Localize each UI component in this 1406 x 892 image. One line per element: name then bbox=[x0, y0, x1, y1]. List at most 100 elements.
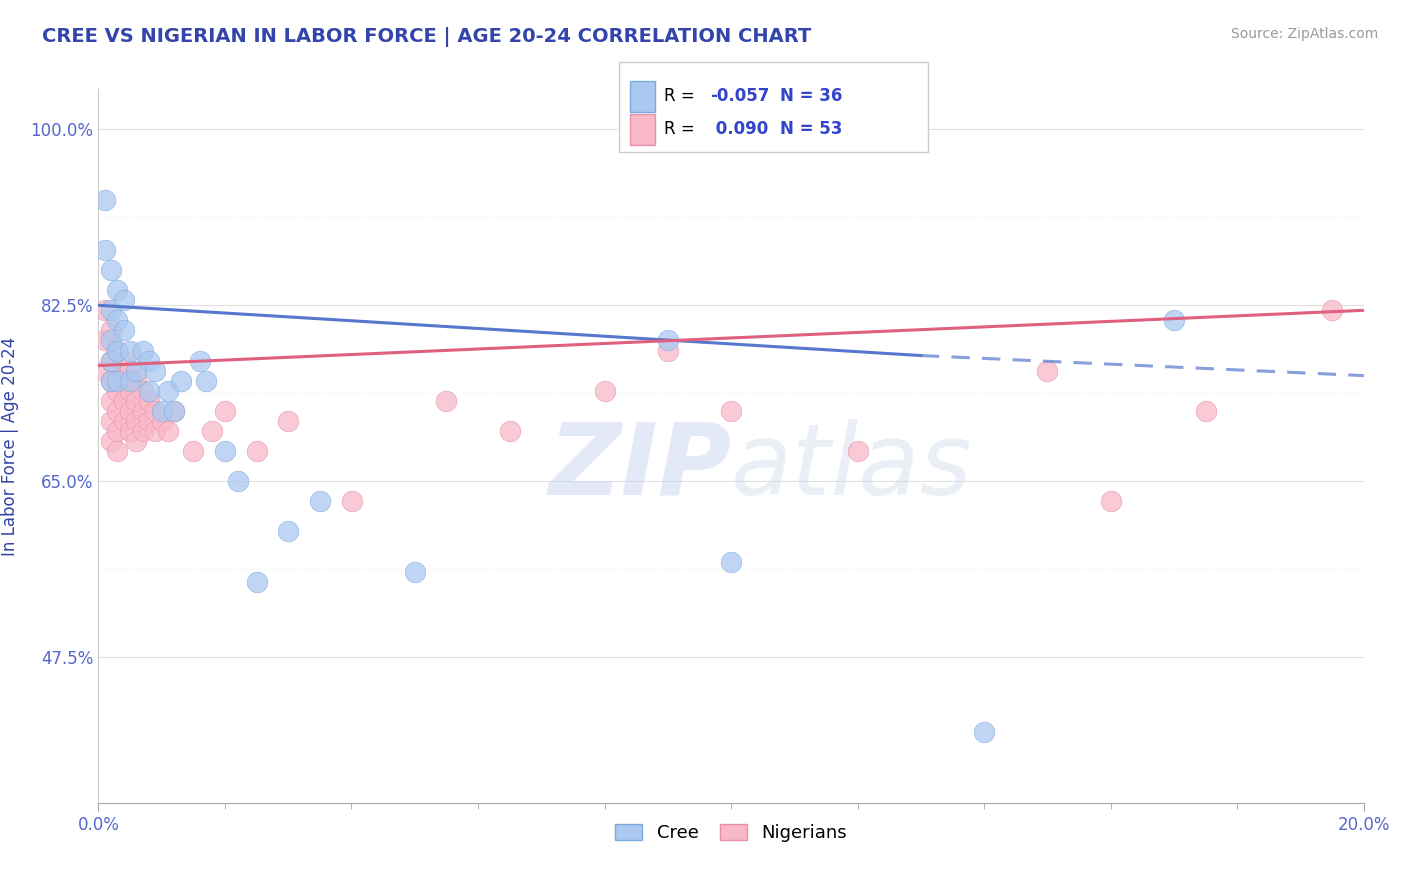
Point bbox=[163, 404, 186, 418]
Point bbox=[93, 363, 117, 377]
Point bbox=[150, 404, 173, 418]
Point bbox=[846, 444, 869, 458]
Point bbox=[214, 444, 236, 458]
Point bbox=[125, 374, 148, 388]
Point bbox=[145, 424, 166, 438]
Point bbox=[340, 494, 363, 508]
Point bbox=[100, 353, 122, 368]
Point bbox=[100, 434, 122, 448]
Point bbox=[100, 393, 122, 408]
Point bbox=[1194, 404, 1216, 418]
Point bbox=[100, 303, 122, 318]
Y-axis label: In Labor Force | Age 20-24: In Labor Force | Age 20-24 bbox=[1, 336, 20, 556]
Point bbox=[188, 353, 211, 368]
Point bbox=[150, 414, 173, 428]
Text: R =: R = bbox=[664, 87, 700, 105]
Point bbox=[93, 334, 117, 348]
Point bbox=[100, 323, 122, 337]
Text: R =: R = bbox=[664, 120, 700, 138]
Point bbox=[1036, 363, 1059, 377]
Text: Source: ZipAtlas.com: Source: ZipAtlas.com bbox=[1230, 27, 1378, 41]
Point bbox=[498, 424, 520, 438]
Point bbox=[107, 374, 129, 388]
Point bbox=[100, 374, 122, 388]
Point bbox=[112, 353, 135, 368]
Point bbox=[107, 283, 129, 297]
Point bbox=[309, 494, 332, 508]
Point bbox=[138, 414, 160, 428]
Point bbox=[100, 263, 122, 277]
Point bbox=[132, 404, 155, 418]
Point bbox=[277, 524, 299, 539]
Point bbox=[214, 404, 236, 418]
Point bbox=[132, 343, 155, 358]
Point bbox=[169, 374, 191, 388]
Point bbox=[107, 343, 129, 358]
Point bbox=[132, 384, 155, 398]
Text: 0.090: 0.090 bbox=[710, 120, 768, 138]
Point bbox=[107, 384, 129, 398]
Point bbox=[657, 334, 679, 348]
Point bbox=[1322, 303, 1344, 318]
Point bbox=[201, 424, 224, 438]
Point bbox=[183, 444, 205, 458]
Point bbox=[112, 293, 135, 308]
Point bbox=[720, 404, 742, 418]
Point bbox=[404, 565, 426, 579]
Point bbox=[194, 374, 218, 388]
Point bbox=[436, 393, 458, 408]
Point bbox=[157, 384, 180, 398]
Point bbox=[125, 434, 148, 448]
Point bbox=[226, 474, 249, 488]
Point bbox=[1099, 494, 1122, 508]
Text: N = 53: N = 53 bbox=[780, 120, 842, 138]
Text: atlas: atlas bbox=[731, 419, 973, 516]
Legend: Cree, Nigerians: Cree, Nigerians bbox=[606, 814, 856, 851]
Point bbox=[246, 444, 269, 458]
Point bbox=[1163, 313, 1185, 327]
Text: -0.057: -0.057 bbox=[710, 87, 769, 105]
Point bbox=[112, 414, 135, 428]
Point bbox=[100, 414, 122, 428]
Point bbox=[112, 393, 135, 408]
Point bbox=[138, 384, 160, 398]
Point bbox=[973, 725, 995, 739]
Text: N = 36: N = 36 bbox=[780, 87, 842, 105]
Point bbox=[132, 424, 155, 438]
Point bbox=[93, 193, 117, 207]
Point bbox=[120, 363, 141, 377]
Point bbox=[93, 243, 117, 257]
Point bbox=[107, 363, 129, 377]
Point bbox=[657, 343, 679, 358]
Point bbox=[120, 343, 141, 358]
Point bbox=[125, 393, 148, 408]
Point bbox=[145, 363, 166, 377]
Point bbox=[720, 555, 742, 569]
Point bbox=[163, 404, 186, 418]
Point bbox=[138, 353, 160, 368]
Point bbox=[277, 414, 299, 428]
Point bbox=[120, 424, 141, 438]
Point bbox=[120, 404, 141, 418]
Point bbox=[100, 374, 122, 388]
Point bbox=[125, 414, 148, 428]
Point bbox=[112, 374, 135, 388]
Point bbox=[246, 574, 269, 589]
Point bbox=[107, 313, 129, 327]
Point bbox=[107, 444, 129, 458]
Point bbox=[120, 384, 141, 398]
Text: CREE VS NIGERIAN IN LABOR FORCE | AGE 20-24 CORRELATION CHART: CREE VS NIGERIAN IN LABOR FORCE | AGE 20… bbox=[42, 27, 811, 46]
Point bbox=[100, 334, 122, 348]
Text: ZIP: ZIP bbox=[548, 419, 731, 516]
Point bbox=[107, 343, 129, 358]
Point bbox=[120, 374, 141, 388]
Point bbox=[107, 404, 129, 418]
Point bbox=[107, 424, 129, 438]
Point bbox=[157, 424, 180, 438]
Point bbox=[593, 384, 616, 398]
Point bbox=[93, 303, 117, 318]
Point bbox=[145, 404, 166, 418]
Point bbox=[125, 363, 148, 377]
Point bbox=[138, 393, 160, 408]
Point bbox=[112, 323, 135, 337]
